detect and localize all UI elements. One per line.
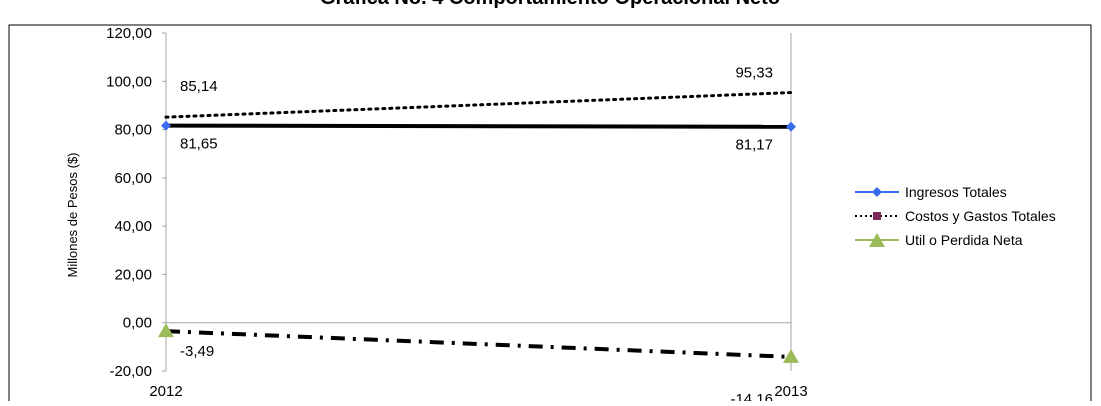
data-label: 85,14	[180, 78, 218, 95]
data-label: -14,16	[730, 391, 773, 401]
y-tick-label: 0,00	[123, 315, 152, 332]
y-tick-label: 120,00	[106, 25, 152, 42]
data-point	[783, 348, 799, 363]
data-point	[161, 120, 171, 131]
chart-title: Grafica No. 4 Comportamiento Operacional…	[320, 0, 780, 9]
y-tick-label: 60,00	[114, 170, 152, 187]
y-tick-label: 80,00	[114, 122, 152, 139]
x-tick-label: 2013	[774, 383, 807, 400]
triangle-legend-marker	[869, 233, 885, 247]
y-tick-label: -20,00	[109, 363, 152, 380]
diamond-legend-marker	[872, 187, 882, 197]
series-lines	[164, 91, 793, 359]
series-line	[165, 329, 792, 359]
legend-label: Ingresos Totales	[905, 184, 1007, 200]
x-tick-labels: 2012 2013	[149, 383, 807, 400]
y-axis-label: Millones de Pesos ($)	[65, 153, 80, 278]
data-point	[786, 121, 796, 132]
data-label: 81,17	[735, 137, 773, 154]
data-label: -3,49	[180, 343, 214, 360]
series-line	[165, 123, 792, 129]
data-point	[158, 323, 174, 338]
y-tick-label: 20,00	[114, 266, 152, 283]
data-label: 95,33	[735, 65, 773, 82]
x-tick-label: 2012	[149, 383, 182, 400]
legend-label: Costos y Gastos Totales	[905, 208, 1056, 224]
series-line	[164, 91, 793, 119]
y-tick-label: 100,00	[106, 73, 152, 90]
axes	[162, 32, 792, 372]
square-legend-marker	[873, 212, 881, 220]
legend: Ingresos Totales Costos y Gastos Totales U…	[855, 184, 1056, 248]
y-tick-labels: -20,00 0,00 20,00 40,00 60,00 80,00 100,00 120,…	[106, 25, 152, 380]
legend-label: Util o Perdida Neta	[905, 232, 1023, 248]
series-markers	[158, 120, 799, 363]
y-tick-label: 40,00	[114, 218, 152, 235]
data-label: 81,65	[180, 136, 218, 153]
